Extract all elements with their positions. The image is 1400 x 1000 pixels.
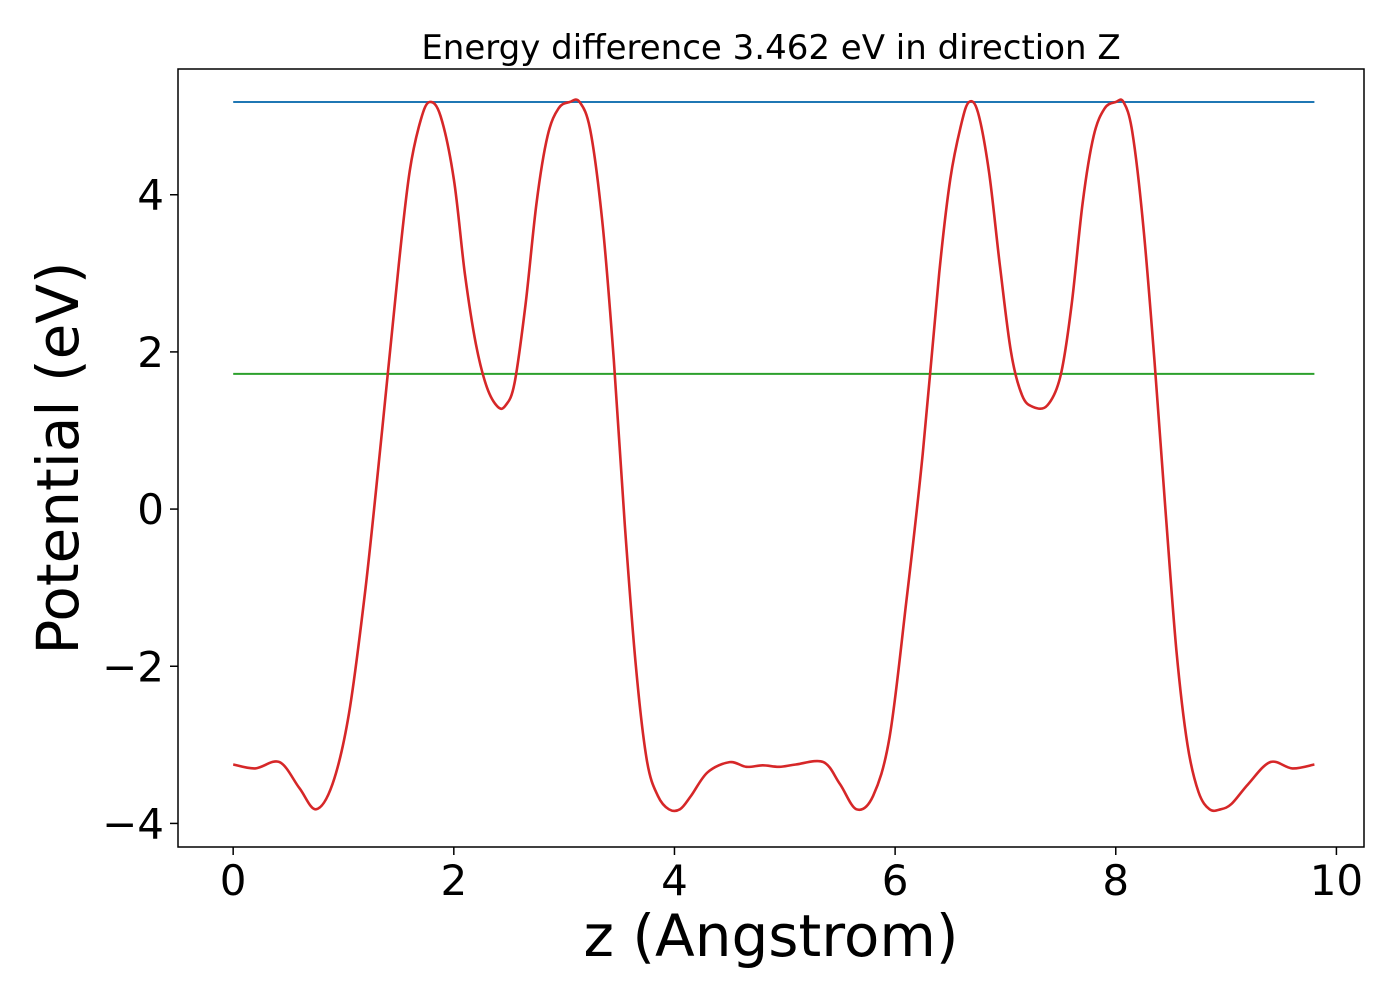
y-tick-label: 2 [137, 328, 164, 377]
chart-title: Energy difference 3.462 eV in direction … [421, 28, 1120, 68]
y-tick-label: −2 [102, 642, 164, 691]
y-tick-label: 4 [137, 171, 164, 220]
x-tick-label: 6 [882, 856, 909, 905]
x-tick-label: 10 [1310, 856, 1363, 905]
x-axis-label: z (Angstrom) [584, 902, 959, 970]
x-tick-label: 8 [1102, 856, 1129, 905]
y-axis-label: Potential (eV) [24, 261, 92, 654]
plot-background [178, 69, 1364, 847]
series-line-0 [232, 98, 1315, 813]
plot-frame [177, 68, 1365, 848]
x-tick-label: 0 [220, 856, 247, 905]
y-axis-ticks: −4 −2 0 2 4 [102, 171, 178, 848]
y-tick-label: 0 [137, 485, 164, 534]
y-tick-label: −4 [102, 799, 164, 848]
series-layer [232, 98, 1315, 813]
x-axis-ticks: 0 2 4 6 8 10 [220, 847, 1363, 905]
x-tick-label: 2 [440, 856, 467, 905]
x-tick-label: 4 [661, 856, 688, 905]
plot-area [177, 68, 1365, 848]
